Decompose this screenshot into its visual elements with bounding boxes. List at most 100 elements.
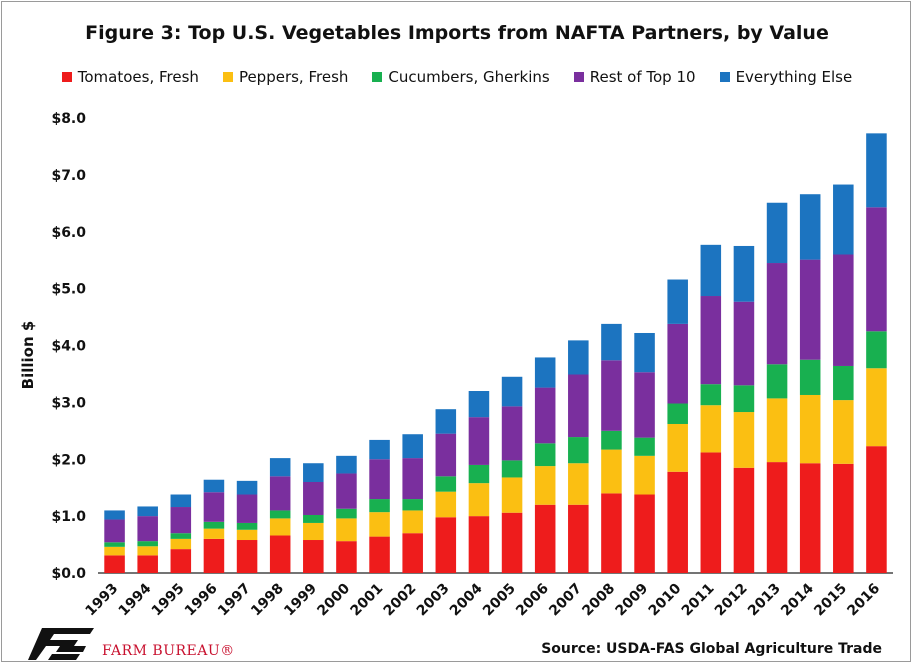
legend-item-cucumbers: Cucumbers, Gherkins bbox=[372, 68, 550, 86]
x-tick-label: 1997 bbox=[215, 581, 254, 620]
bar-segment-everything-else-2014 bbox=[799, 194, 821, 260]
bar-segment-tomatoes-fresh-1998 bbox=[269, 535, 291, 573]
legend: Tomatoes, Fresh Peppers, Fresh Cucumbers… bbox=[0, 68, 914, 86]
bar-segment-peppers-fresh-1995 bbox=[170, 538, 192, 550]
bar-segment-tomatoes-fresh-2013 bbox=[766, 462, 788, 573]
bar-segment-rest-of-top-10-1998 bbox=[269, 476, 291, 511]
bar-segment-everything-else-2001 bbox=[369, 439, 390, 460]
x-tick-label: 2012 bbox=[712, 581, 751, 620]
bar-segment-peppers-fresh-2005 bbox=[501, 477, 523, 513]
bar-segment-tomatoes-fresh-2009 bbox=[634, 494, 655, 573]
bar-segment-peppers-fresh-2008 bbox=[601, 449, 622, 494]
bar-segment-peppers-fresh-2010 bbox=[667, 423, 688, 472]
bar-segment-everything-else-2004 bbox=[468, 391, 490, 418]
bar-segment-rest-of-top-10-2005 bbox=[501, 406, 523, 461]
bar-segment-peppers-fresh-2003 bbox=[435, 491, 457, 518]
bar-segment-peppers-fresh-2016 bbox=[866, 368, 887, 447]
bar-segment-peppers-fresh-2006 bbox=[534, 466, 556, 505]
x-tick-label: 1999 bbox=[281, 581, 320, 620]
x-tick-label: 1994 bbox=[116, 580, 155, 619]
bar-segment-rest-of-top-10-2006 bbox=[534, 387, 556, 444]
bar-segment-tomatoes-fresh-1995 bbox=[170, 549, 192, 573]
bar-segment-peppers-fresh-2013 bbox=[766, 398, 788, 463]
x-tick-label: 2013 bbox=[745, 581, 784, 620]
bar-segment-rest-of-top-10-2010 bbox=[667, 323, 688, 404]
legend-swatch-everything bbox=[719, 72, 730, 82]
legend-swatch-rest bbox=[573, 72, 584, 82]
y-tick-label: $7.0 bbox=[51, 168, 86, 184]
x-tick-label: 1996 bbox=[182, 581, 221, 620]
legend-swatch-peppers bbox=[222, 72, 233, 82]
bar-segment-peppers-fresh-2009 bbox=[634, 455, 655, 495]
bar-segment-everything-else-2015 bbox=[833, 184, 854, 255]
bar-segment-everything-else-2005 bbox=[501, 376, 523, 407]
bar-segment-rest-of-top-10-1993 bbox=[104, 519, 125, 543]
bar-segment-everything-else-1994 bbox=[137, 506, 158, 517]
y-tick-label: $1.0 bbox=[51, 509, 86, 525]
legend-item-peppers: Peppers, Fresh bbox=[222, 68, 348, 86]
bar-segment-peppers-fresh-2004 bbox=[468, 483, 490, 517]
bar-segment-everything-else-1998 bbox=[269, 458, 291, 477]
bar-segment-rest-of-top-10-2013 bbox=[766, 263, 788, 365]
bar-segment-cucumbers-gherkins-1999 bbox=[303, 514, 324, 523]
bar-segment-tomatoes-fresh-1997 bbox=[236, 540, 258, 573]
bar-segment-peppers-fresh-2000 bbox=[336, 518, 357, 542]
bar-segment-rest-of-top-10-1999 bbox=[303, 482, 324, 515]
legend-label-everything: Everything Else bbox=[735, 68, 853, 86]
bar-segment-peppers-fresh-2012 bbox=[733, 412, 755, 468]
bar-segment-rest-of-top-10-2008 bbox=[601, 360, 622, 431]
bar-segment-cucumbers-gherkins-2009 bbox=[634, 437, 655, 456]
legend-label-rest: Rest of Top 10 bbox=[589, 68, 696, 86]
bar-segment-tomatoes-fresh-2011 bbox=[700, 452, 722, 573]
bar-segment-tomatoes-fresh-2001 bbox=[369, 536, 390, 573]
bar-segment-everything-else-2002 bbox=[402, 434, 423, 459]
bar-segment-tomatoes-fresh-1996 bbox=[203, 538, 225, 573]
bar-segment-everything-else-2006 bbox=[534, 357, 556, 388]
x-tick-label: 1998 bbox=[248, 581, 287, 620]
bar-segment-cucumbers-gherkins-1996 bbox=[203, 521, 225, 529]
bar-segment-tomatoes-fresh-2014 bbox=[799, 463, 821, 573]
x-tick-label: 2011 bbox=[679, 581, 718, 620]
y-tick-label: $4.0 bbox=[51, 339, 86, 355]
bar-segment-peppers-fresh-1996 bbox=[203, 528, 225, 539]
bar-segment-rest-of-top-10-2014 bbox=[799, 259, 821, 360]
y-tick-label: $6.0 bbox=[51, 225, 86, 241]
bar-segment-peppers-fresh-1997 bbox=[236, 529, 258, 541]
x-tick-label: 2005 bbox=[480, 581, 519, 620]
bar-segment-rest-of-top-10-2003 bbox=[435, 433, 457, 477]
bar-segment-peppers-fresh-1998 bbox=[269, 518, 291, 536]
bar-segment-rest-of-top-10-2000 bbox=[336, 473, 357, 509]
bar-segment-tomatoes-fresh-2000 bbox=[336, 541, 357, 573]
bar-segment-tomatoes-fresh-2003 bbox=[435, 517, 457, 573]
bar-segment-cucumbers-gherkins-2003 bbox=[435, 476, 457, 492]
legend-item-tomatoes: Tomatoes, Fresh bbox=[61, 68, 199, 86]
bar-segment-tomatoes-fresh-2005 bbox=[501, 512, 523, 573]
bar-segment-peppers-fresh-1994 bbox=[137, 546, 158, 556]
bar-segment-tomatoes-fresh-2002 bbox=[402, 533, 423, 573]
x-tick-label: 1995 bbox=[149, 581, 188, 620]
bar-segment-peppers-fresh-2015 bbox=[833, 400, 854, 464]
bar-segment-cucumbers-gherkins-1994 bbox=[137, 541, 158, 547]
bar-segment-everything-else-1997 bbox=[236, 480, 258, 495]
bar-segment-rest-of-top-10-1995 bbox=[170, 507, 192, 534]
x-tick-label: 2001 bbox=[348, 581, 387, 620]
bar-segment-rest-of-top-10-1994 bbox=[137, 516, 158, 542]
bar-segment-rest-of-top-10-2011 bbox=[700, 296, 722, 385]
bar-segment-everything-else-2000 bbox=[336, 455, 357, 474]
y-tick-label: $2.0 bbox=[51, 452, 86, 468]
bar-segment-tomatoes-fresh-1999 bbox=[303, 540, 324, 573]
bar-segment-everything-else-1999 bbox=[303, 463, 324, 482]
bar-segment-everything-else-2013 bbox=[766, 202, 788, 264]
bar-segment-cucumbers-gherkins-1995 bbox=[170, 533, 192, 539]
x-tick-label: 2004 bbox=[447, 580, 486, 619]
bar-segment-everything-else-2003 bbox=[435, 409, 457, 434]
farm-bureau-logo: FARM BUREAU® bbox=[28, 628, 235, 660]
x-tick-label: 2000 bbox=[314, 580, 353, 619]
bar-segment-tomatoes-fresh-2015 bbox=[833, 463, 854, 573]
bar-segment-peppers-fresh-1999 bbox=[303, 522, 324, 541]
bar-segment-everything-else-2008 bbox=[601, 323, 622, 361]
bar-segment-peppers-fresh-2014 bbox=[799, 394, 821, 464]
bar-segment-rest-of-top-10-2001 bbox=[369, 459, 390, 500]
bar-segment-everything-else-1996 bbox=[203, 479, 225, 493]
bar-segment-rest-of-top-10-2007 bbox=[568, 374, 589, 438]
